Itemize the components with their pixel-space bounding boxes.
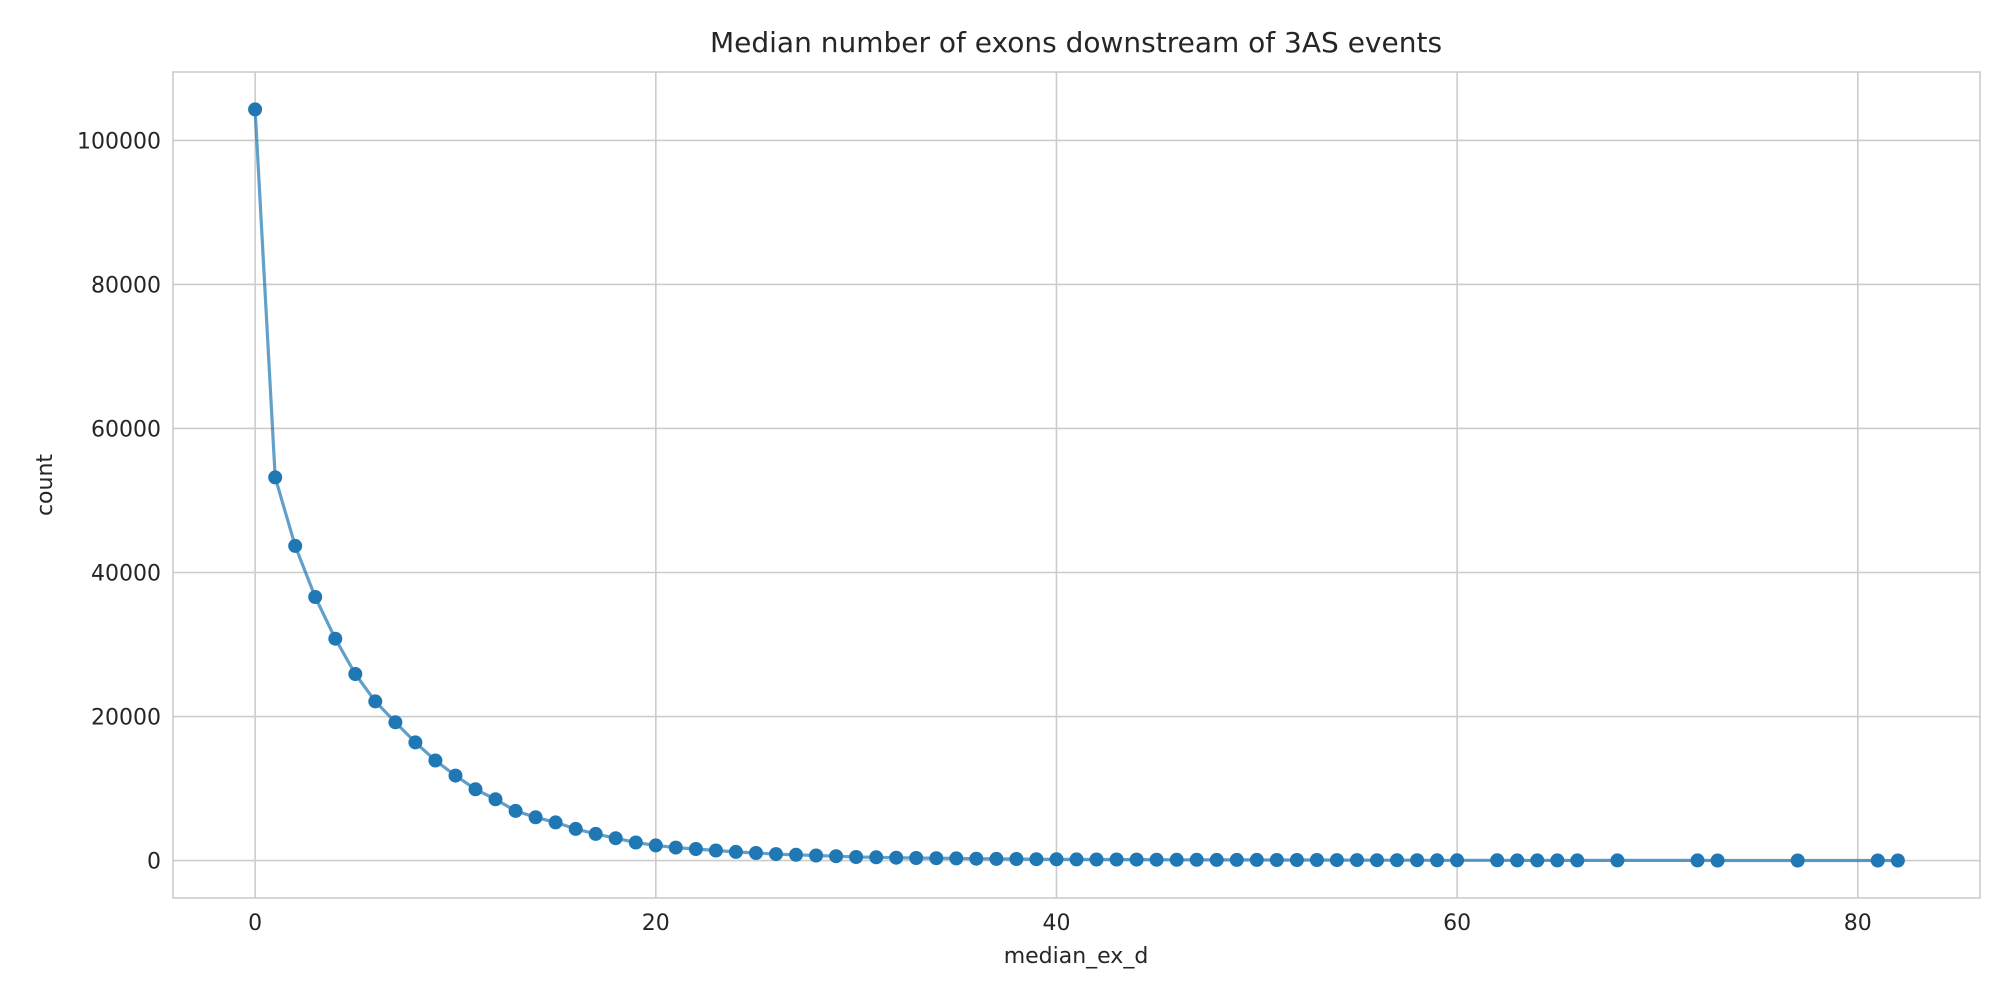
data-point — [1289, 853, 1304, 867]
y-tick-label: 40000 — [91, 561, 161, 586]
data-point — [909, 851, 924, 865]
data-point — [1610, 853, 1625, 868]
data-point — [969, 851, 984, 866]
data-point — [588, 826, 603, 841]
data-point — [248, 102, 263, 117]
data-point — [548, 815, 563, 830]
chart-title: Median number of exons downstream of 3AS… — [710, 26, 1442, 59]
grid — [173, 72, 1980, 898]
data-point — [468, 782, 483, 797]
data-point — [568, 821, 583, 836]
data-point — [1690, 853, 1705, 868]
data-point — [528, 810, 543, 825]
data-point — [1530, 853, 1545, 868]
y-tick-label: 60000 — [91, 417, 161, 442]
data-point — [488, 792, 503, 807]
data-point — [1029, 852, 1044, 867]
data-point — [1209, 852, 1224, 867]
data-point — [1269, 853, 1284, 867]
data-point — [668, 840, 683, 855]
data-point — [929, 851, 944, 866]
data-point — [1149, 852, 1164, 867]
data-point — [849, 850, 864, 864]
data-point — [1249, 852, 1264, 867]
x-axis-label: median_ex_d — [1004, 944, 1149, 969]
data-point — [1109, 852, 1124, 867]
data-point — [1890, 853, 1905, 868]
data-point — [1350, 853, 1364, 868]
y-tick-label: 80000 — [91, 273, 161, 298]
data-point — [268, 470, 283, 485]
data-point — [829, 849, 844, 864]
data-point — [448, 768, 463, 783]
y-tick-label: 0 — [147, 850, 161, 875]
data-point — [1049, 852, 1064, 867]
x-tick-label: 60 — [1443, 911, 1471, 936]
data-point — [1229, 852, 1244, 867]
data-point — [1450, 853, 1465, 868]
data-point — [1169, 852, 1184, 867]
data-point — [1009, 852, 1024, 866]
data-point — [428, 753, 443, 768]
data-point — [1550, 853, 1565, 868]
y-tick-label: 100000 — [77, 129, 161, 154]
data-point — [1069, 852, 1084, 867]
data-point — [348, 667, 363, 681]
data-point — [648, 838, 663, 853]
data-point — [869, 850, 884, 865]
data-point — [308, 590, 323, 604]
data-point — [1089, 852, 1104, 867]
data-point — [769, 847, 783, 862]
data-point — [408, 735, 423, 750]
data-point — [688, 842, 703, 856]
data-point — [1870, 853, 1885, 868]
data-point — [789, 847, 803, 862]
data-point — [1129, 852, 1144, 867]
plot-frame — [172, 71, 1981, 899]
data-point — [708, 843, 723, 858]
data-point — [1790, 853, 1805, 868]
data-point — [809, 848, 824, 863]
data-point — [608, 831, 623, 846]
series-line — [253, 109, 1898, 863]
data-point — [1329, 853, 1344, 868]
tick-labels: 0 20 40 60 80 0 20000 40000 60000 80000 100000 — [77, 129, 1872, 936]
data-point — [368, 694, 383, 709]
data-point — [949, 851, 964, 866]
x-tick-label: 40 — [1042, 911, 1070, 936]
data-point — [1570, 853, 1585, 868]
series — [248, 102, 1905, 868]
data-point — [989, 851, 1004, 866]
x-tick-label: 20 — [642, 911, 670, 936]
data-point — [749, 846, 763, 860]
x-tick-label: 80 — [1844, 911, 1872, 936]
data-point — [388, 715, 403, 730]
data-point — [628, 835, 643, 850]
data-point — [1430, 853, 1445, 868]
data-point — [1510, 853, 1525, 868]
data-point — [328, 631, 343, 646]
data-point — [728, 844, 743, 859]
data-point — [508, 803, 523, 818]
data-point — [1490, 853, 1505, 868]
data-point — [1390, 853, 1404, 868]
data-point — [1370, 853, 1384, 868]
data-point — [889, 850, 904, 865]
y-tick-label: 20000 — [91, 706, 161, 731]
data-point — [1189, 852, 1204, 867]
data-point — [288, 538, 303, 553]
x-tick-label: 0 — [248, 911, 262, 936]
y-axis-label: count — [33, 454, 58, 516]
data-point — [1410, 853, 1425, 868]
data-point — [1710, 853, 1725, 868]
data-point — [1309, 853, 1324, 867]
